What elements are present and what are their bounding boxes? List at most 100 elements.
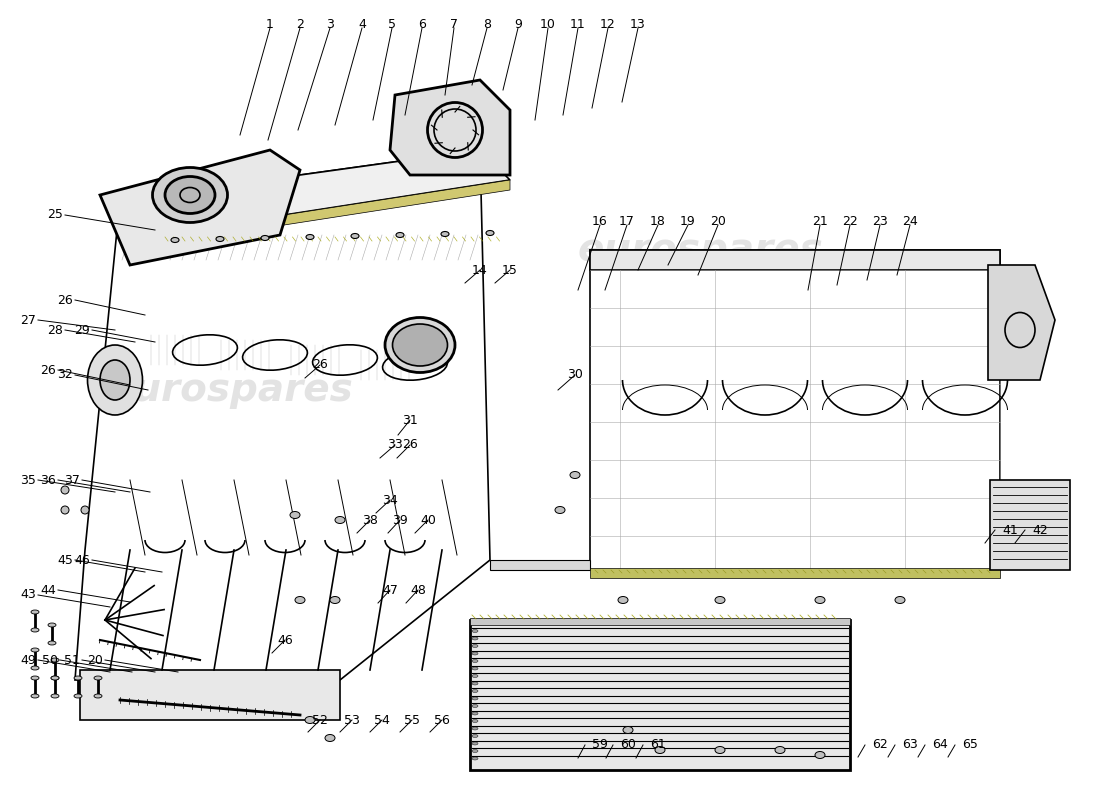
- Ellipse shape: [31, 666, 38, 670]
- Ellipse shape: [100, 360, 130, 400]
- Ellipse shape: [895, 597, 905, 603]
- Ellipse shape: [48, 641, 56, 645]
- Polygon shape: [100, 150, 300, 265]
- Ellipse shape: [94, 694, 102, 698]
- Ellipse shape: [393, 324, 448, 366]
- Text: 13: 13: [630, 18, 646, 31]
- Ellipse shape: [305, 717, 315, 723]
- Text: 26: 26: [57, 294, 73, 306]
- Text: 45: 45: [57, 554, 73, 566]
- Ellipse shape: [170, 238, 179, 242]
- Ellipse shape: [776, 746, 785, 754]
- Text: 59: 59: [592, 738, 608, 751]
- Text: 43: 43: [20, 589, 36, 602]
- Ellipse shape: [51, 658, 59, 662]
- Ellipse shape: [472, 750, 478, 753]
- Text: 30: 30: [568, 369, 583, 382]
- Ellipse shape: [472, 734, 478, 738]
- Ellipse shape: [31, 628, 38, 632]
- Ellipse shape: [570, 471, 580, 478]
- Text: 40: 40: [420, 514, 436, 526]
- Text: 22: 22: [843, 215, 858, 228]
- Ellipse shape: [556, 506, 565, 514]
- Ellipse shape: [88, 345, 143, 415]
- Text: 9: 9: [514, 18, 521, 31]
- Text: 49: 49: [20, 654, 36, 666]
- Ellipse shape: [94, 676, 102, 680]
- Text: 64: 64: [932, 738, 948, 751]
- Ellipse shape: [472, 742, 478, 745]
- Ellipse shape: [472, 705, 478, 707]
- Polygon shape: [470, 620, 850, 770]
- Polygon shape: [155, 180, 510, 245]
- Text: 54: 54: [374, 714, 389, 726]
- Text: 50: 50: [42, 654, 58, 666]
- Ellipse shape: [51, 694, 59, 698]
- Ellipse shape: [472, 645, 478, 647]
- Ellipse shape: [472, 757, 478, 760]
- Text: 10: 10: [540, 18, 556, 31]
- Ellipse shape: [74, 694, 82, 698]
- Polygon shape: [988, 265, 1055, 380]
- Ellipse shape: [623, 726, 632, 734]
- Text: 16: 16: [592, 215, 608, 228]
- Text: eurospares: eurospares: [107, 371, 353, 409]
- Ellipse shape: [654, 746, 666, 754]
- Text: 53: 53: [344, 714, 360, 726]
- Text: 19: 19: [680, 215, 696, 228]
- Text: 46: 46: [74, 554, 90, 566]
- Text: 3: 3: [326, 18, 334, 31]
- Text: 48: 48: [410, 583, 426, 597]
- Polygon shape: [80, 670, 340, 720]
- Ellipse shape: [165, 177, 214, 214]
- Polygon shape: [590, 250, 1000, 270]
- Ellipse shape: [51, 676, 59, 680]
- Ellipse shape: [336, 517, 345, 523]
- Text: 24: 24: [902, 215, 917, 228]
- Text: eurospares: eurospares: [578, 231, 823, 269]
- Ellipse shape: [472, 667, 478, 670]
- Ellipse shape: [261, 235, 270, 241]
- Text: 46: 46: [277, 634, 293, 646]
- Text: 15: 15: [502, 263, 518, 277]
- Ellipse shape: [472, 697, 478, 700]
- Text: 36: 36: [40, 474, 56, 486]
- Text: 5: 5: [388, 18, 396, 31]
- Ellipse shape: [472, 630, 478, 633]
- Text: 65: 65: [962, 738, 978, 751]
- Ellipse shape: [74, 676, 82, 680]
- Text: 56: 56: [434, 714, 450, 726]
- Ellipse shape: [715, 746, 725, 754]
- Ellipse shape: [216, 237, 224, 242]
- Text: 12: 12: [601, 18, 616, 31]
- Ellipse shape: [60, 506, 69, 514]
- Text: 44: 44: [40, 583, 56, 597]
- Ellipse shape: [51, 676, 59, 680]
- Ellipse shape: [351, 234, 359, 238]
- Text: 32: 32: [57, 369, 73, 382]
- Ellipse shape: [815, 597, 825, 603]
- Text: 41: 41: [1002, 523, 1018, 537]
- Ellipse shape: [472, 719, 478, 722]
- Text: 7: 7: [450, 18, 458, 31]
- Text: 29: 29: [74, 323, 90, 337]
- Text: 60: 60: [620, 738, 636, 751]
- Text: 8: 8: [483, 18, 491, 31]
- Ellipse shape: [306, 234, 313, 239]
- Ellipse shape: [396, 233, 404, 238]
- Polygon shape: [590, 568, 1000, 578]
- Ellipse shape: [815, 751, 825, 758]
- Text: 11: 11: [570, 18, 586, 31]
- Ellipse shape: [472, 712, 478, 715]
- Text: 23: 23: [872, 215, 888, 228]
- Text: 14: 14: [472, 263, 488, 277]
- Text: 55: 55: [404, 714, 420, 726]
- Text: 33: 33: [387, 438, 403, 451]
- Text: 35: 35: [20, 474, 36, 486]
- Text: 25: 25: [47, 209, 63, 222]
- Ellipse shape: [31, 610, 38, 614]
- Ellipse shape: [472, 727, 478, 730]
- Ellipse shape: [330, 597, 340, 603]
- Ellipse shape: [486, 230, 494, 235]
- Text: 18: 18: [650, 215, 666, 228]
